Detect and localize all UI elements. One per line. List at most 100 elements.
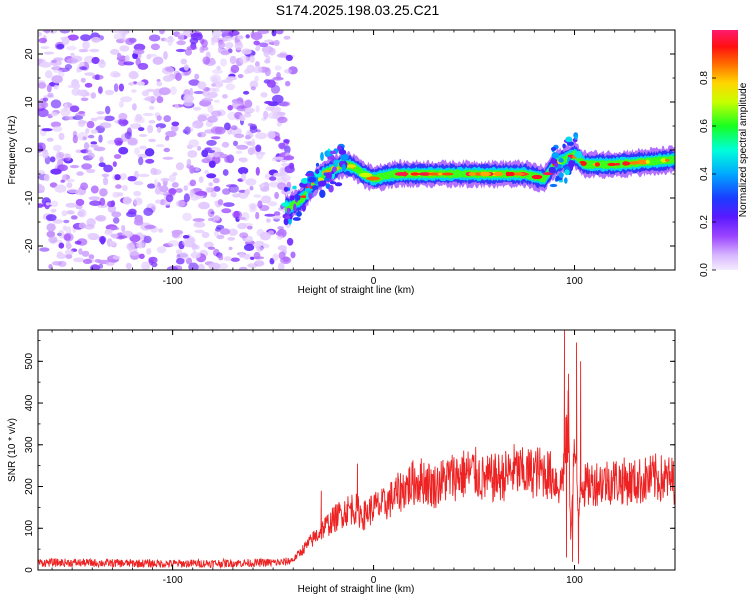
noise-blob: [80, 77, 86, 83]
noise-blob: [148, 34, 161, 42]
noise-blob: [198, 201, 210, 210]
noise-blob: [40, 46, 50, 50]
noise-blob: [284, 145, 291, 155]
noise-blob: [73, 257, 85, 263]
noise-blob: [250, 256, 255, 260]
noise-blob: [250, 32, 263, 41]
burst-blob: [574, 150, 583, 159]
noise-blob: [38, 108, 49, 118]
noise-blob: [132, 103, 137, 111]
noise-blob: [258, 183, 265, 188]
noise-blob: [225, 83, 236, 91]
noise-blob: [84, 72, 95, 76]
noise-blob: [273, 211, 281, 217]
noise-blob: [217, 199, 224, 206]
onset-blob: [329, 181, 337, 185]
noise-blob: [189, 165, 195, 174]
noise-blob: [186, 158, 192, 168]
burst-blob: [562, 143, 566, 149]
noise-blob: [191, 242, 198, 250]
noise-blob: [219, 228, 231, 235]
noise-blob: [157, 126, 162, 133]
noise-blob: [153, 178, 159, 188]
noise-blob: [81, 163, 92, 170]
noise-blob: [253, 251, 261, 260]
noise-blob: [129, 123, 142, 129]
snr-series-line: [38, 330, 675, 570]
noise-blob: [126, 242, 135, 251]
noise-blob: [125, 37, 135, 46]
noise-blob: [237, 74, 244, 79]
noise-blob: [118, 112, 128, 121]
noise-blob: [244, 99, 253, 109]
noise-blob: [165, 130, 177, 138]
noise-blob: [75, 198, 85, 206]
noise-blob: [241, 48, 252, 55]
noise-blob: [79, 62, 85, 67]
noise-blob: [128, 71, 139, 80]
noise-blob: [145, 95, 158, 102]
colorbar-tick-label: 0.0: [699, 263, 710, 277]
noise-blob: [178, 32, 185, 42]
noise-blob: [54, 184, 67, 193]
noise-blob: [224, 156, 231, 163]
noise-blob: [248, 206, 258, 213]
noise-blob: [188, 79, 200, 86]
noise-blob: [262, 243, 270, 249]
noise-blob: [207, 246, 216, 250]
noise-blob: [245, 178, 257, 186]
noise-blob: [199, 38, 205, 44]
noise-blob: [206, 139, 217, 146]
noise-blob: [128, 137, 138, 145]
noise-blob: [45, 70, 53, 79]
noise-blob: [256, 245, 264, 252]
noise-blob: [263, 110, 269, 120]
noise-blob: [146, 248, 152, 255]
y-tick-label: -20: [24, 238, 35, 253]
noise-blob: [207, 208, 215, 218]
burst-blob: [566, 141, 575, 147]
noise-blob: [186, 45, 198, 51]
noise-blob: [145, 158, 155, 164]
spectrogram-y-label: Frequency (Hz): [7, 116, 18, 185]
noise-blob: [175, 48, 186, 53]
noise-blob: [82, 136, 87, 141]
noise-blob: [67, 34, 79, 41]
noise-blob: [160, 177, 170, 182]
noise-blob: [48, 30, 58, 34]
noise-blob: [133, 197, 143, 206]
onset-blob: [337, 145, 342, 151]
noise-blob: [66, 45, 77, 51]
noise-blob: [268, 181, 280, 188]
noise-blob: [167, 240, 180, 247]
noise-blob: [90, 185, 99, 194]
noise-blob: [264, 67, 271, 77]
noise-blob: [127, 176, 137, 182]
noise-blob: [277, 116, 288, 124]
noise-blob: [39, 247, 50, 252]
noise-blob: [183, 193, 190, 203]
noise-blob: [227, 104, 233, 111]
noise-blob: [279, 101, 291, 107]
noise-blob: [274, 191, 279, 200]
noise-blob: [39, 61, 52, 68]
noise-blob: [204, 169, 209, 175]
noise-blob: [243, 253, 251, 260]
noise-blob: [46, 84, 52, 93]
noise-blob: [197, 263, 205, 270]
burst-blob: [574, 134, 578, 140]
noise-blob: [195, 191, 208, 196]
noise-blob: [210, 126, 222, 135]
burst-blob: [551, 152, 560, 159]
noise-blob: [98, 263, 104, 269]
noise-blob: [227, 237, 236, 241]
noise-blob: [123, 61, 135, 66]
noise-blob: [124, 55, 130, 62]
ridge-peak: [514, 172, 525, 176]
noise-blob: [285, 80, 291, 87]
noise-blob: [174, 103, 179, 109]
noise-blob: [118, 235, 128, 239]
ridge-peak: [664, 158, 670, 162]
ridge-peak: [505, 171, 511, 177]
onset-blob: [318, 180, 327, 187]
